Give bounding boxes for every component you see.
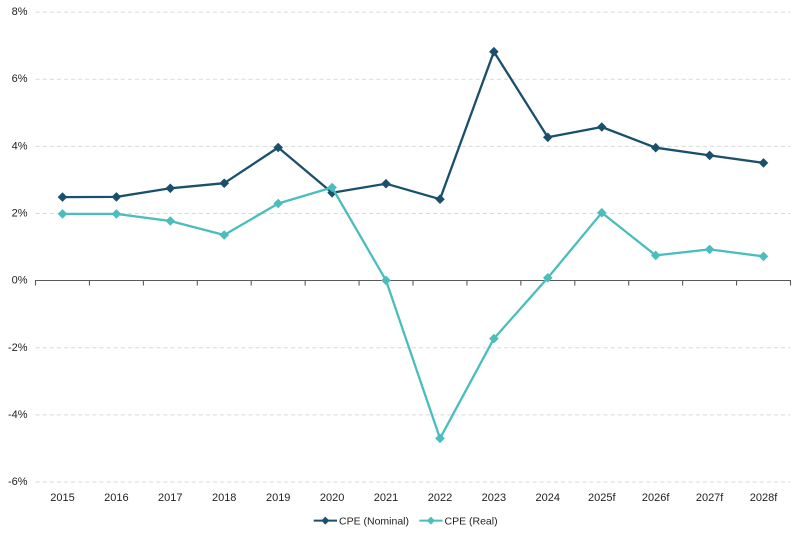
svg-text:CPE (Real): CPE (Real): [445, 516, 498, 528]
svg-text:2015: 2015: [50, 492, 74, 504]
svg-text:8%: 8%: [12, 6, 28, 18]
svg-text:-6%: -6%: [8, 476, 28, 488]
svg-text:2026f: 2026f: [642, 492, 670, 504]
svg-text:2028f: 2028f: [750, 492, 778, 504]
svg-text:2027f: 2027f: [696, 492, 724, 504]
svg-text:2024: 2024: [536, 492, 560, 504]
svg-text:2016: 2016: [104, 492, 128, 504]
svg-text:6%: 6%: [12, 73, 28, 85]
svg-text:2022: 2022: [428, 492, 452, 504]
svg-text:2019: 2019: [266, 492, 290, 504]
svg-text:4%: 4%: [12, 140, 28, 152]
svg-text:CPE (Nominal): CPE (Nominal): [339, 516, 409, 528]
svg-text:-2%: -2%: [8, 342, 28, 354]
svg-text:2%: 2%: [12, 208, 28, 220]
svg-text:2018: 2018: [212, 492, 236, 504]
svg-text:-4%: -4%: [8, 409, 28, 421]
svg-text:2023: 2023: [482, 492, 506, 504]
svg-text:2021: 2021: [374, 492, 398, 504]
svg-text:2017: 2017: [158, 492, 182, 504]
svg-text:0%: 0%: [12, 275, 28, 287]
svg-text:2025f: 2025f: [588, 492, 616, 504]
svg-text:2020: 2020: [320, 492, 344, 504]
